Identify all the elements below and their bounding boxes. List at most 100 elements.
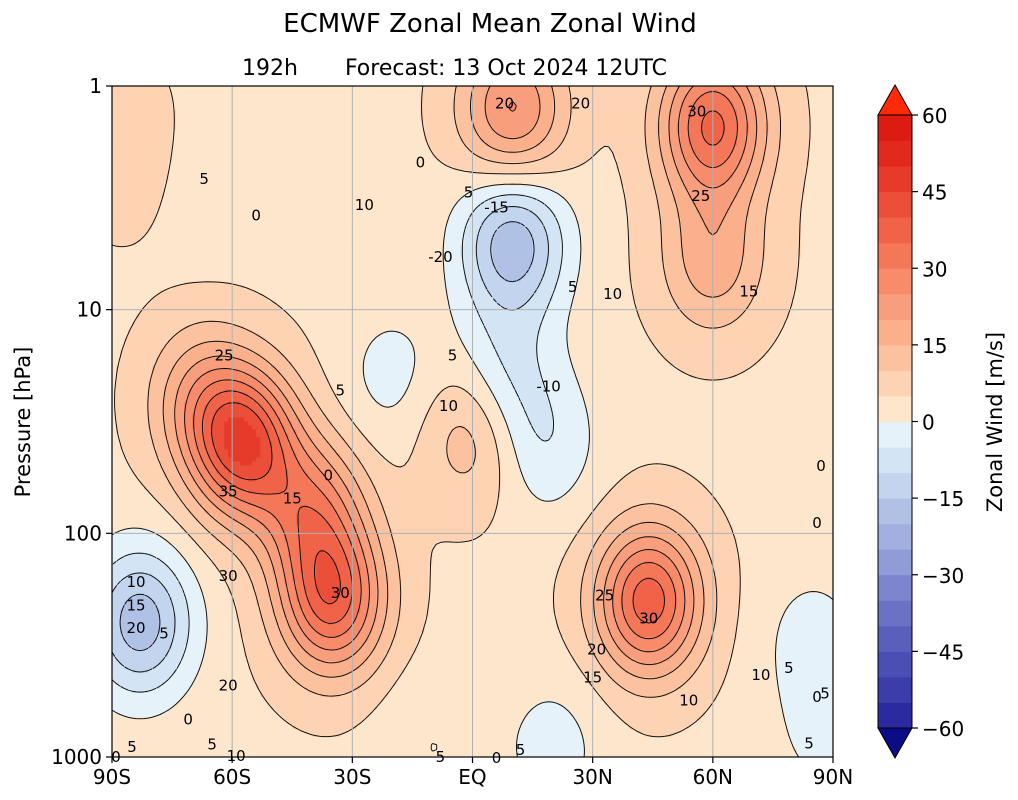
heatmap-cell: [236, 89, 241, 95]
heatmap-cell: [444, 137, 450, 143]
heatmap-cell: [252, 169, 257, 175]
heatmap-cell: [436, 173, 442, 179]
heatmap-cell: [572, 109, 578, 115]
heatmap-cell: [792, 86, 798, 91]
heatmap-cell: [524, 133, 530, 139]
heatmap-cell: [744, 149, 750, 155]
heatmap-cell: [724, 169, 730, 175]
heatmap-cell: [592, 117, 598, 123]
heatmap-cell: [300, 89, 305, 95]
heatmap-cell: [824, 97, 830, 103]
heatmap-cell: [256, 173, 261, 179]
heatmap-cell: [696, 145, 702, 151]
heatmap-cell: [240, 173, 245, 179]
heatmap-cell: [736, 153, 742, 159]
heatmap-cell: [344, 133, 349, 139]
heatmap-cell: [572, 149, 578, 155]
heatmap-cell: [296, 193, 301, 199]
heatmap-cell: [460, 141, 466, 147]
heatmap-cell: [164, 189, 169, 195]
heatmap-cell: [648, 97, 654, 103]
heatmap-cell: [740, 86, 746, 91]
heatmap-cell: [160, 89, 165, 95]
heatmap-cell: [732, 113, 738, 119]
heatmap-cell: [512, 157, 518, 163]
heatmap-cell: [764, 97, 770, 103]
heatmap-cell: [808, 185, 814, 191]
heatmap-cell: [444, 129, 450, 135]
heatmap-cell: [404, 157, 410, 163]
heatmap-cell: [448, 193, 454, 199]
heatmap-cell: [460, 97, 466, 103]
heatmap-cell: [756, 93, 762, 99]
heatmap-cell: [828, 157, 833, 163]
heatmap-cell: [576, 101, 582, 107]
heatmap-cell: [384, 169, 389, 175]
heatmap-cell: [664, 165, 670, 171]
heatmap-cell: [596, 137, 602, 143]
heatmap-cell: [804, 121, 810, 127]
chart-title: ECMWF Zonal Mean Zonal Wind: [283, 9, 697, 39]
heatmap-cell: [208, 193, 213, 199]
heatmap-cell: [756, 141, 762, 147]
heatmap-cell: [552, 129, 558, 135]
heatmap-cell: [792, 165, 798, 171]
heatmap-cell: [176, 189, 181, 195]
heatmap-cell: [724, 181, 730, 187]
heatmap-cell: [276, 177, 281, 183]
heatmap-cell: [720, 86, 726, 91]
heatmap-cell: [704, 133, 710, 139]
heatmap-cell: [720, 189, 726, 195]
heatmap-cell: [800, 93, 806, 99]
heatmap-cell: [136, 161, 141, 167]
heatmap-cell: [432, 185, 438, 191]
heatmap-cell: [140, 165, 145, 171]
heatmap-cell: [772, 165, 778, 171]
heatmap-cell: [560, 165, 566, 171]
heatmap-cell: [192, 157, 197, 163]
heatmap-cell: [220, 141, 225, 147]
heatmap-cell: [716, 117, 722, 123]
heatmap-cell: [592, 145, 598, 151]
heatmap-cell: [184, 137, 189, 143]
heatmap-cell: [404, 181, 410, 187]
heatmap-cell: [424, 149, 430, 155]
heatmap-cell: [568, 141, 574, 147]
heatmap-cell: [272, 101, 277, 107]
heatmap-cell: [256, 97, 261, 103]
heatmap-cell: [232, 121, 237, 127]
heatmap-cell: [336, 153, 341, 159]
heatmap-cell: [812, 165, 818, 171]
heatmap-cell: [216, 93, 221, 99]
heatmap-cell: [208, 89, 213, 95]
heatmap-cell: [128, 93, 133, 99]
heatmap-cell: [272, 193, 277, 199]
heatmap-cell: [488, 89, 494, 95]
heatmap-cell: [740, 109, 746, 115]
heatmap-cell: [672, 153, 678, 159]
heatmap-cell: [340, 157, 345, 163]
heatmap-cell: [644, 117, 650, 123]
chart-subtitle: Forecast: 13 Oct 2024 12UTC: [345, 56, 667, 81]
heatmap-cell: [828, 113, 833, 119]
heatmap-cell: [548, 105, 554, 111]
heatmap-cell: [700, 121, 706, 127]
heatmap-cell: [448, 153, 454, 159]
heatmap-cell: [288, 185, 293, 191]
heatmap-cell: [112, 185, 117, 191]
heatmap-cell: [296, 189, 301, 195]
heatmap-cell: [152, 113, 157, 119]
heatmap-cell: [708, 189, 714, 195]
heatmap-cell: [664, 141, 670, 147]
heatmap-cell: [480, 169, 486, 175]
heatmap-cell: [528, 121, 534, 127]
heatmap-cell: [128, 181, 133, 187]
heatmap-cell: [248, 141, 253, 147]
heatmap-cell: [760, 121, 766, 127]
heatmap-cell: [792, 101, 798, 107]
heatmap-cell: [624, 117, 630, 123]
heatmap-cell: [816, 149, 822, 155]
heatmap-cell: [276, 93, 281, 99]
heatmap-cell: [488, 157, 494, 163]
heatmap-cell: [412, 129, 418, 135]
